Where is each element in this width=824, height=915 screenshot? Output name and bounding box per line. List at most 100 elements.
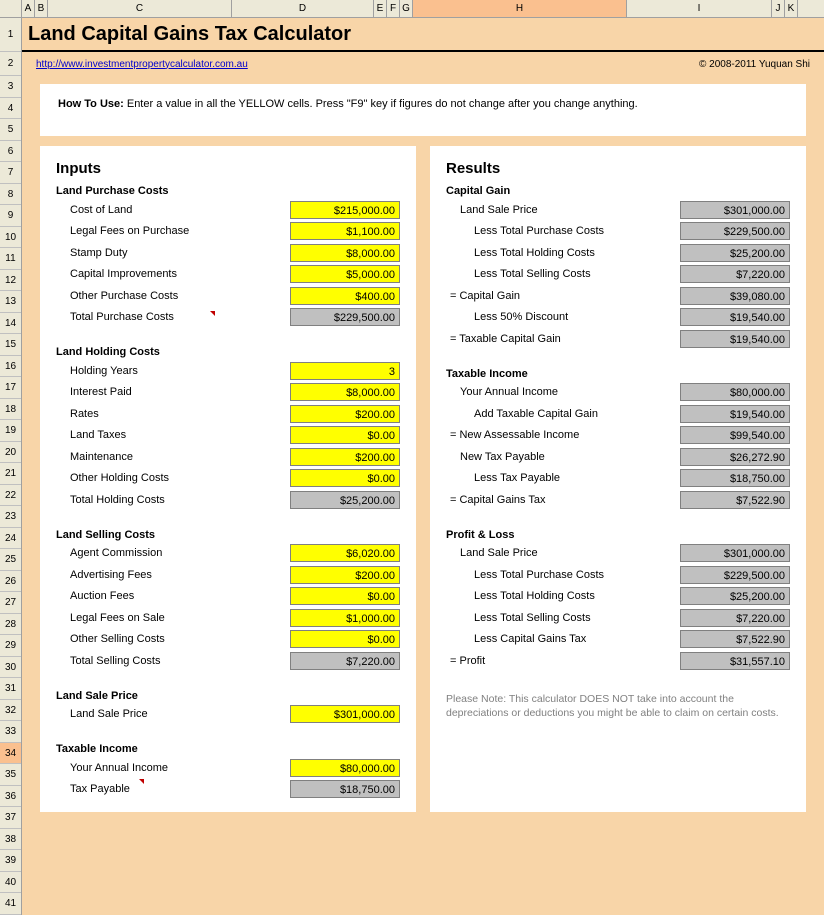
input-cell[interactable]: $8,000.00: [290, 383, 400, 401]
input-cell[interactable]: $301,000.00: [290, 705, 400, 723]
row-header[interactable]: 39: [0, 850, 21, 872]
row-header[interactable]: 26: [0, 571, 21, 593]
row-header[interactable]: 40: [0, 872, 21, 894]
row-header[interactable]: 30: [0, 657, 21, 679]
row-header[interactable]: 17: [0, 377, 21, 399]
row-header[interactable]: 27: [0, 592, 21, 614]
input-cell[interactable]: $1,100.00: [290, 222, 400, 240]
column-header[interactable]: B: [35, 0, 48, 17]
total-cell: $7,220.00: [290, 652, 400, 670]
row-header[interactable]: 38: [0, 829, 21, 851]
column-header[interactable]: D: [232, 0, 374, 17]
howto-label: How To Use:: [58, 98, 124, 110]
row-label: = Taxable Capital Gain: [446, 333, 680, 345]
result-cell: $39,080.00: [680, 287, 790, 305]
row-header[interactable]: 1: [0, 18, 21, 52]
row-header[interactable]: 15: [0, 334, 21, 356]
row-header[interactable]: 20: [0, 442, 21, 464]
input-cell[interactable]: $6,020.00: [290, 544, 400, 562]
row-header[interactable]: 16: [0, 356, 21, 378]
row-header[interactable]: 10: [0, 227, 21, 249]
row-header[interactable]: 22: [0, 485, 21, 507]
row-header[interactable]: 34: [0, 743, 21, 765]
input-row: Interest Paid$8,000.00: [56, 382, 400, 404]
row-label: = Capital Gain: [446, 290, 680, 302]
result-cell: $19,540.00: [680, 405, 790, 423]
howto-box: How To Use: Enter a value in all the YEL…: [40, 84, 806, 136]
row-header[interactable]: 7: [0, 162, 21, 184]
row-header[interactable]: 8: [0, 184, 21, 206]
column-header[interactable]: J: [772, 0, 785, 17]
row-header[interactable]: 37: [0, 807, 21, 829]
input-cell[interactable]: $0.00: [290, 630, 400, 648]
result-cell: $301,000.00: [680, 544, 790, 562]
row-header[interactable]: 4: [0, 98, 21, 120]
result-cell: $7,522.90: [680, 630, 790, 648]
input-row: Total Selling Costs$7,220.00: [56, 650, 400, 672]
row-label: Less Total Holding Costs: [446, 590, 680, 602]
column-header[interactable]: K: [785, 0, 798, 17]
row-header[interactable]: 25: [0, 549, 21, 571]
input-cell[interactable]: $5,000.00: [290, 265, 400, 283]
row-header[interactable]: 6: [0, 141, 21, 163]
row-header[interactable]: 5: [0, 119, 21, 141]
column-header[interactable]: H: [413, 0, 627, 17]
row-header[interactable]: 31: [0, 678, 21, 700]
input-cell[interactable]: $400.00: [290, 287, 400, 305]
row-header[interactable]: 9: [0, 205, 21, 227]
input-cell[interactable]: $200.00: [290, 405, 400, 423]
row-header[interactable]: 2: [0, 52, 21, 76]
input-cell[interactable]: $0.00: [290, 587, 400, 605]
input-row: Agent Commission$6,020.00: [56, 543, 400, 565]
column-header[interactable]: [0, 0, 22, 17]
input-cell[interactable]: $1,000.00: [290, 609, 400, 627]
input-cell[interactable]: $80,000.00: [290, 759, 400, 777]
input-cell[interactable]: $8,000.00: [290, 244, 400, 262]
result-row: Less Total Purchase Costs$229,500.00: [446, 221, 790, 243]
column-header[interactable]: G: [400, 0, 413, 17]
column-header[interactable]: A: [22, 0, 35, 17]
source-link[interactable]: http://www.investmentpropertycalculator.…: [36, 59, 248, 70]
row-header[interactable]: 11: [0, 248, 21, 270]
row-label: Total Selling Costs: [56, 655, 290, 667]
input-cell[interactable]: $0.00: [290, 469, 400, 487]
row-label: Land Sale Price: [446, 204, 680, 216]
row-label: Advertising Fees: [56, 569, 290, 581]
row-header[interactable]: 35: [0, 764, 21, 786]
input-cell[interactable]: 3: [290, 362, 400, 380]
result-cell: $7,220.00: [680, 265, 790, 283]
input-cell[interactable]: $200.00: [290, 566, 400, 584]
disclaimer-note: Please Note: This calculator DOES NOT ta…: [446, 692, 790, 721]
column-header[interactable]: E: [374, 0, 387, 17]
column-header[interactable]: I: [627, 0, 772, 17]
input-cell[interactable]: $215,000.00: [290, 201, 400, 219]
section-sale: Land Sale Price: [56, 690, 400, 702]
row-label: Maintenance: [56, 451, 290, 463]
row-header[interactable]: 13: [0, 291, 21, 313]
row-header[interactable]: 36: [0, 786, 21, 808]
row-header[interactable]: 21: [0, 463, 21, 485]
row-header[interactable]: 28: [0, 614, 21, 636]
result-cell: $301,000.00: [680, 201, 790, 219]
row-header[interactable]: 18: [0, 399, 21, 421]
input-cell[interactable]: $200.00: [290, 448, 400, 466]
row-header[interactable]: 32: [0, 700, 21, 722]
row-header[interactable]: 3: [0, 76, 21, 98]
row-label: Rates: [56, 408, 290, 420]
page-title: Land Capital Gains Tax Calculator: [22, 18, 824, 52]
row-header[interactable]: 33: [0, 721, 21, 743]
row-label: Land Taxes: [56, 429, 290, 441]
row-header[interactable]: 12: [0, 270, 21, 292]
row-header[interactable]: 23: [0, 506, 21, 528]
row-header[interactable]: 29: [0, 635, 21, 657]
column-headers: ABCDEFGHIJK: [0, 0, 824, 18]
row-header[interactable]: 24: [0, 528, 21, 550]
row-header[interactable]: 41: [0, 893, 21, 915]
row-header[interactable]: 19: [0, 420, 21, 442]
input-row: Legal Fees on Purchase$1,100.00: [56, 221, 400, 243]
column-header[interactable]: F: [387, 0, 400, 17]
result-row: New Tax Payable$26,272.90: [446, 446, 790, 468]
column-header[interactable]: C: [48, 0, 232, 17]
row-header[interactable]: 14: [0, 313, 21, 335]
input-cell[interactable]: $0.00: [290, 426, 400, 444]
